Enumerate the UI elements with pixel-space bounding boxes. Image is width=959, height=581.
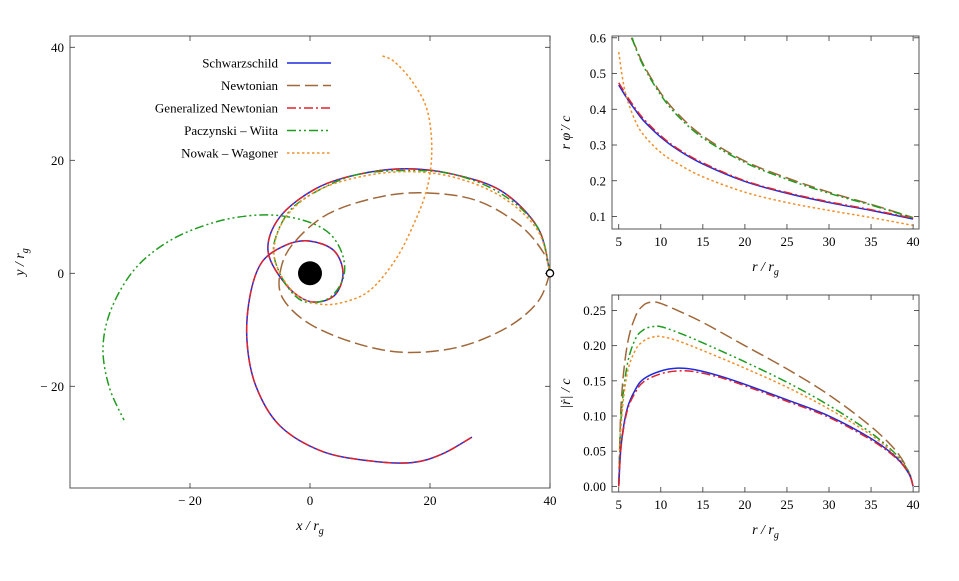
x-tick-label: 20 xyxy=(738,234,751,249)
x-tick-label: 40 xyxy=(907,234,920,249)
orbit-panel: − 20 0 20 40 − 20 0 20 40 x / rg y / rg Schwarzs… xyxy=(13,35,557,537)
series-generalized-newtonian xyxy=(617,370,914,487)
x-tick-label: 25 xyxy=(780,497,793,512)
series-paczynski-wiita xyxy=(617,325,914,487)
y-tick-label: 0.00 xyxy=(583,479,606,494)
y-tick-label: 40 xyxy=(51,40,64,55)
y-tick-label: 0.4 xyxy=(590,102,607,117)
x-tick-label: 35 xyxy=(865,234,878,249)
legend-label-generalized-newtonian: Generalized Newtonian xyxy=(155,101,279,116)
y-tick-label: 0.1 xyxy=(590,209,606,224)
series-paczynski-wiita xyxy=(631,37,914,219)
x-tick-label: 5 xyxy=(615,234,622,249)
legend-label-schwarzschild: Schwarzschild xyxy=(202,56,278,71)
series-newtonian xyxy=(278,192,550,354)
x-tick-label: 30 xyxy=(823,497,836,512)
tangential-ticks: 5 10 15 20 25 30 35 40 0.1 0.2 0.3 0.4 0.5 0.6 xyxy=(590,30,920,249)
series-newtonian xyxy=(617,301,914,487)
x-tick-label: 15 xyxy=(696,234,709,249)
y-tick-label: 0.05 xyxy=(583,444,606,459)
y-tick-label: 0.15 xyxy=(583,373,606,388)
series-nowak-wagoner xyxy=(617,51,914,227)
series-schwarzschild xyxy=(618,84,914,220)
y-axis-label: |ṙ| / c xyxy=(559,378,574,409)
y-tick-label: 0.25 xyxy=(583,303,606,318)
y-axis-label: y / rg xyxy=(13,248,31,278)
radial-marks xyxy=(617,301,914,487)
y-tick-label: 0.2 xyxy=(590,173,606,188)
x-tick-label: 40 xyxy=(907,497,920,512)
legend-label-nowak-wagoner: Nowak – Wagoner xyxy=(181,146,279,161)
legend-label-newtonian: Newtonian xyxy=(221,78,279,93)
x-tick-label: 0 xyxy=(307,493,314,508)
x-tick-label: 35 xyxy=(865,497,878,512)
radial-panel: 5 10 15 20 25 30 35 400.000.050.100.150.200.25 … xyxy=(559,294,920,541)
radial-axis-labels: r / rg |ṙ| / c xyxy=(559,378,779,541)
legend-label-paczynski-wiita: Paczynski – Wiita xyxy=(184,123,278,138)
x-tick-label: 5 xyxy=(615,497,622,512)
x-tick-label: 10 xyxy=(654,497,667,512)
tangential-axis-labels: r / rg r φ̇ / c xyxy=(559,115,779,278)
radial-ticks: 5 10 15 20 25 30 35 40 0.00 0.05 0.10 0.15 0.20 0.25 xyxy=(583,295,920,512)
x-tick-label: 30 xyxy=(823,234,836,249)
y-tick-label: 0 xyxy=(58,266,65,281)
series-generalized-newtonian xyxy=(618,82,914,220)
y-tick-label: 0.10 xyxy=(583,409,606,424)
tangential-frame xyxy=(611,35,920,230)
tangential-panel: 5 10 15 20 25 30 35 40 0.1 0.2 0.3 0.4 0.5 0.6 r / rg… xyxy=(559,30,920,278)
legend: Schwarzschild Newtonian Generalized Newton… xyxy=(155,56,331,161)
y-tick-label: 0.20 xyxy=(583,338,606,353)
x-tick-label: 15 xyxy=(696,497,709,512)
radial-frame xyxy=(611,294,920,493)
series-nowak-wagoner xyxy=(273,55,550,306)
x-tick-label: 25 xyxy=(780,234,793,249)
black-hole xyxy=(298,261,322,286)
x-tick-label: − 20 xyxy=(178,493,202,508)
x-tick-label: 40 xyxy=(544,493,557,508)
x-axis-label: x / rg xyxy=(295,519,324,537)
x-tick-label: 20 xyxy=(738,497,751,512)
x-tick-label: 20 xyxy=(424,493,437,508)
series-schwarzschild xyxy=(617,367,914,487)
x-axis-label: r / rg xyxy=(752,260,779,278)
series-paczynski-wiita xyxy=(102,169,550,421)
y-tick-label: − 20 xyxy=(40,379,64,394)
start-point-marker xyxy=(545,269,555,278)
x-tick-label: 10 xyxy=(654,234,667,249)
x-axis-label: r / rg xyxy=(752,523,779,541)
orbit-axis-labels: x / rg y / rg xyxy=(13,248,324,537)
y-tick-label: 0.3 xyxy=(590,138,606,153)
y-tick-label: 0.6 xyxy=(590,30,607,45)
y-tick-label: 20 xyxy=(51,153,64,168)
series-generalized-newtonian xyxy=(245,168,550,464)
orbit-ticks: − 20 0 20 40 − 20 0 20 40 xyxy=(40,36,557,508)
y-tick-label: 0.5 xyxy=(590,66,606,81)
orbit-marks xyxy=(102,55,550,464)
y-axis-label: r φ̇ / c xyxy=(559,115,574,150)
tangential-marks xyxy=(617,37,914,227)
